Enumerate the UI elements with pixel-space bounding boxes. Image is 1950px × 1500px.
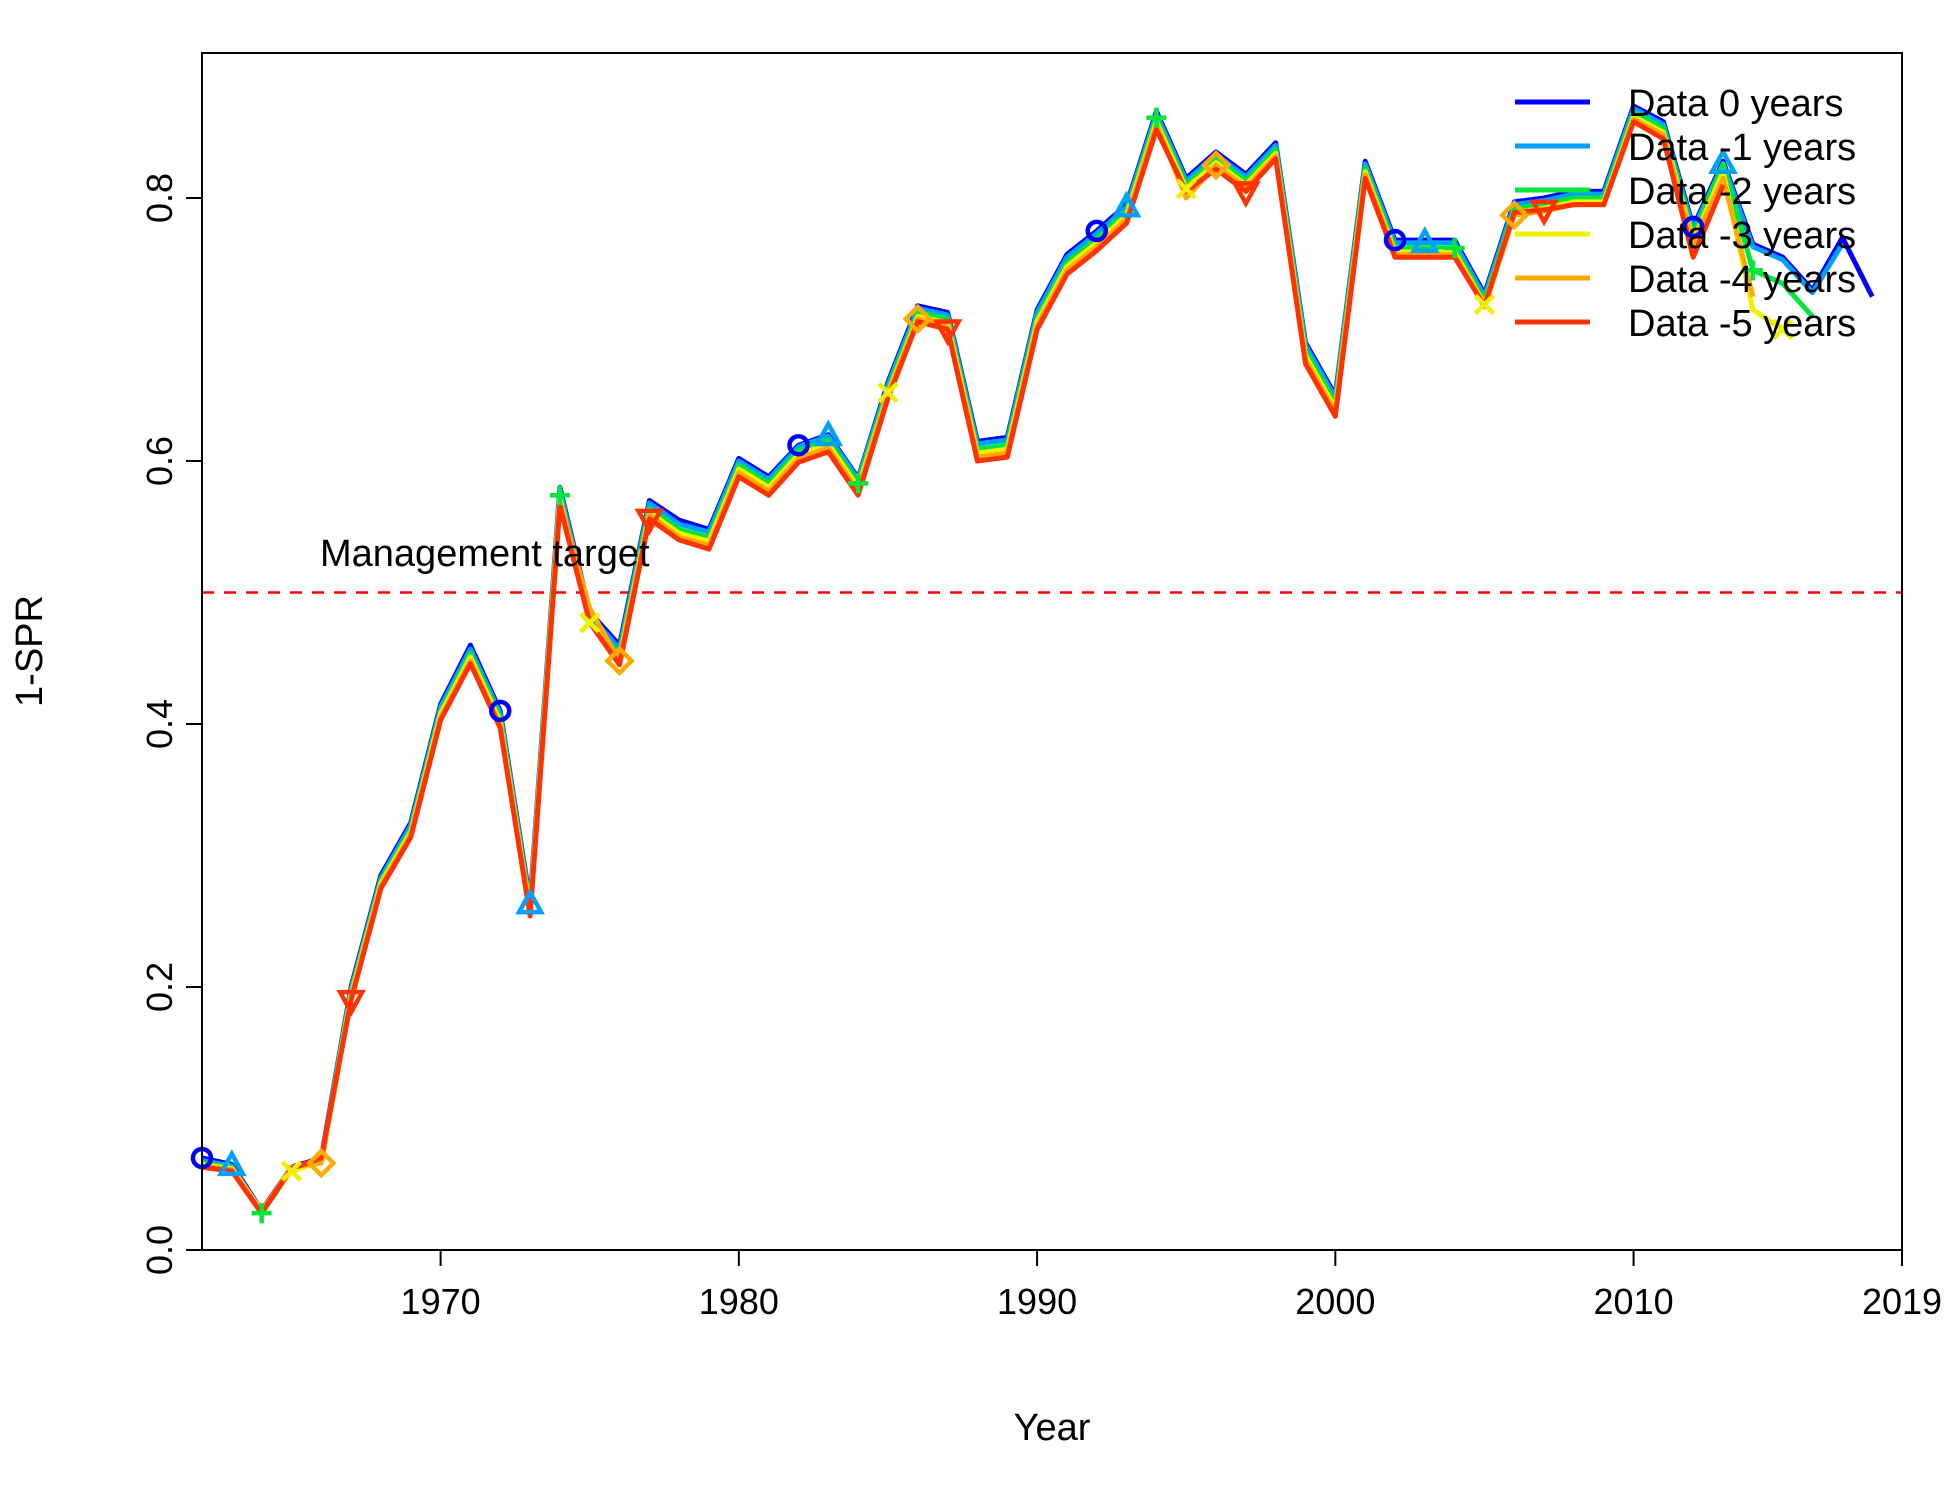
series-0-point-marker	[1383, 228, 1407, 252]
x-tick-label: 1980	[699, 1281, 779, 1322]
series-2-point-marker	[848, 473, 869, 494]
legend-label: Data -3 years	[1628, 215, 1856, 257]
series-2-point-marker	[1742, 260, 1763, 281]
series-3-point-marker	[1473, 293, 1496, 316]
series-1-point-marker	[1410, 226, 1440, 253]
series-5-point-marker	[1231, 181, 1261, 209]
series-1-point-marker	[813, 419, 844, 447]
series-4-point-marker	[902, 303, 933, 335]
series-1-point-marker	[515, 887, 545, 915]
series-1-point-marker	[217, 1149, 247, 1177]
series-4-point-marker	[1499, 199, 1530, 231]
legend-label: Data -5 years	[1628, 303, 1856, 345]
series-0-point-marker	[1681, 215, 1705, 239]
series-group	[202, 103, 1875, 1216]
legend-label: Data 0 years	[1628, 83, 1843, 125]
management-target-label: Management target	[320, 533, 650, 575]
x-tick-label: 2019	[1862, 1281, 1942, 1322]
series-line-5	[202, 119, 1726, 1216]
series-2-point-marker	[549, 485, 570, 506]
series-4-point-marker	[306, 1148, 337, 1179]
y-axis-title: 1-SPR	[9, 595, 51, 707]
legend-label: Data -2 years	[1628, 171, 1856, 213]
series-3-point-marker	[579, 612, 601, 634]
legend-label: Data -4 years	[1628, 259, 1856, 301]
y-tick-label: 0.0	[139, 1225, 180, 1275]
series-2-point-marker	[1146, 107, 1167, 128]
series-0-point-marker	[787, 433, 810, 457]
series-1-point-marker	[1708, 147, 1738, 175]
y-tick-label: 0.2	[139, 962, 180, 1012]
x-tick-label: 1970	[401, 1281, 481, 1322]
series-5-point-marker	[336, 989, 366, 1017]
y-tick-label: 0.8	[139, 173, 180, 223]
series-3-point-marker	[280, 1160, 303, 1182]
series-5-point-marker	[634, 508, 665, 536]
x-axis-title: Year	[1014, 1407, 1091, 1449]
legend-label: Data -1 years	[1628, 127, 1856, 169]
series-1-point-marker	[1111, 190, 1142, 218]
y-tick-label: 0.6	[139, 436, 180, 486]
series-3-point-marker	[877, 382, 899, 404]
series-2-point-marker	[1444, 237, 1465, 258]
series-3-point-marker	[1772, 318, 1794, 341]
series-line-4	[202, 116, 1756, 1215]
x-tick-label: 1990	[997, 1281, 1077, 1322]
series-3-point-marker	[1175, 178, 1197, 200]
series-line-3	[202, 114, 1785, 1213]
marker-group	[190, 107, 1794, 1224]
series-4-point-marker	[1200, 149, 1232, 181]
series-2-point-marker	[251, 1203, 272, 1224]
axes-group: 1970 1980 1990 2000 2010 2019 0.0 0.2 0.4 0.6 0.8	[139, 173, 1942, 1322]
series-5-point-marker	[1529, 199, 1559, 227]
y-tick-label: 0.4	[139, 699, 180, 749]
series-5-point-marker	[932, 319, 963, 347]
x-tick-label: 2000	[1295, 1281, 1375, 1322]
series-line-1	[202, 106, 1845, 1215]
x-tick-label: 2010	[1594, 1281, 1674, 1322]
plot-area	[201, 52, 1903, 1251]
series-0-point-marker	[1085, 219, 1108, 243]
series-line-0	[202, 103, 1875, 1213]
series-0-point-marker	[488, 699, 512, 723]
series-4-point-marker	[604, 645, 635, 677]
